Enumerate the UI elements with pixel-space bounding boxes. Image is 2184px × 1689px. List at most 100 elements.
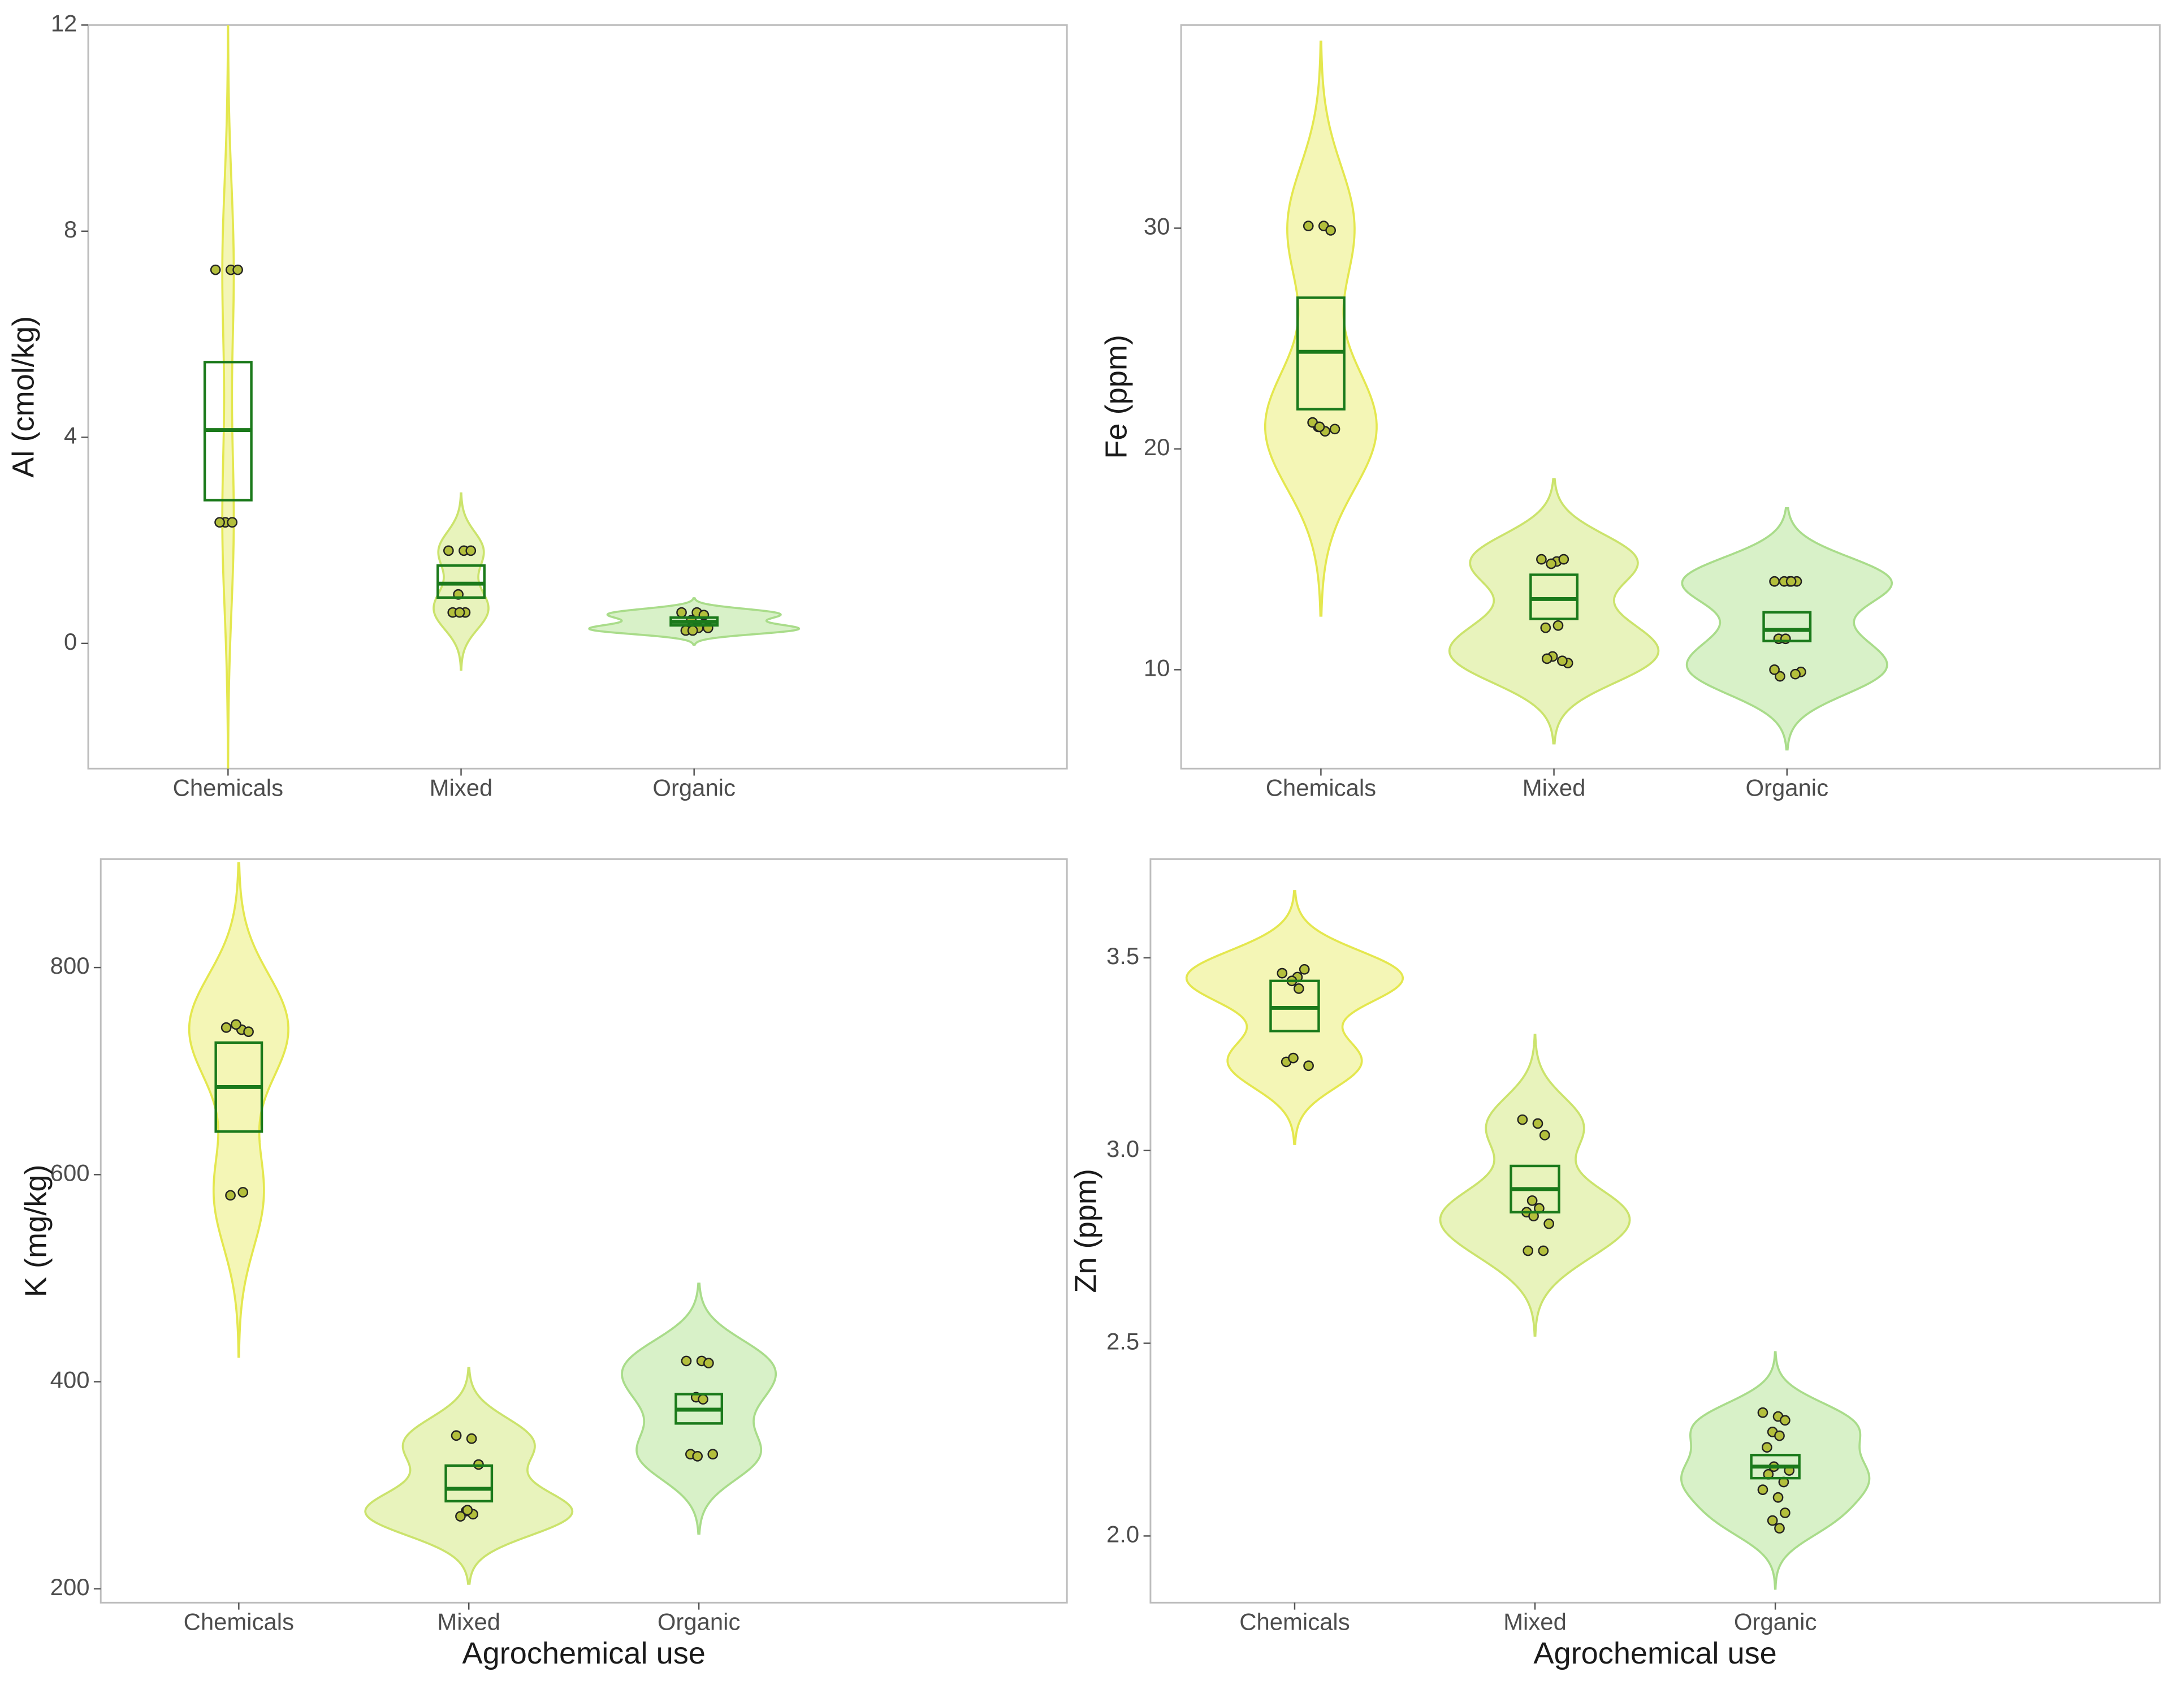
y-tick-label: 0: [64, 628, 77, 655]
data-point: [681, 1355, 692, 1367]
data-point: [707, 1449, 719, 1460]
y-tick-label: 2.5: [1106, 1328, 1139, 1355]
x-tick-label: Mixed: [437, 1608, 500, 1635]
x-tick-label: Chemicals: [1266, 774, 1376, 801]
data-point: [1779, 1507, 1791, 1518]
y-tick-label: 20: [1144, 434, 1170, 460]
x-tick-label: Chemicals: [173, 774, 283, 801]
y-tick-label: 3.5: [1106, 943, 1139, 969]
y-tick-label: 600: [50, 1159, 90, 1186]
data-point: [1532, 1118, 1543, 1129]
panel: 200 400 600 800 Chemicals Mixed Organic K (mg/k…: [19, 858, 1068, 1670]
data-point: [210, 264, 221, 275]
data-point: [703, 1358, 714, 1368]
data-point: [1558, 554, 1569, 565]
data-point: [1517, 1114, 1528, 1125]
y-tick-label: 200: [50, 1574, 90, 1600]
y-tick-label: 30: [1144, 213, 1170, 240]
data-point: [451, 1430, 462, 1441]
error-box: [1529, 573, 1579, 620]
data-point: [1538, 1245, 1549, 1256]
data-point: [237, 1187, 249, 1198]
x-tick-label: Organic: [652, 774, 736, 801]
data-point: [243, 1026, 254, 1037]
data-point: [1523, 1245, 1534, 1256]
violin: [1439, 1034, 1631, 1337]
x-tick-label: Organic: [658, 1608, 741, 1635]
panel: 10 20 30 Chemicals Mixed Organic Fe (ppm): [1100, 24, 2161, 801]
data-point: [454, 607, 465, 618]
data-point: [214, 517, 225, 528]
data-point: [1546, 558, 1557, 569]
y-tick-label: 8: [64, 216, 77, 243]
data-point: [1761, 1442, 1772, 1453]
y-axis-title: K (mg/kg): [19, 1164, 53, 1297]
data-point: [1526, 1195, 1538, 1206]
data-point: [466, 1433, 477, 1444]
y-tick-label: 400: [50, 1367, 90, 1393]
data-point: [1277, 967, 1288, 979]
data-point: [1303, 1060, 1314, 1072]
data-point: [1757, 1484, 1768, 1495]
data-point: [1325, 225, 1336, 236]
data-point: [1543, 1218, 1555, 1229]
error-box: [436, 564, 486, 599]
x-tick-label: Mixed: [1523, 774, 1586, 801]
data-point: [1779, 1415, 1791, 1426]
y-tick-label: 2.0: [1106, 1520, 1139, 1547]
data-point: [1790, 668, 1801, 680]
data-point: [1774, 1430, 1785, 1441]
data-point: [1556, 655, 1568, 667]
data-point: [225, 1190, 236, 1201]
data-point: [455, 1511, 466, 1522]
violin: [1185, 890, 1404, 1145]
data-point: [1329, 424, 1340, 435]
violin: [433, 492, 490, 671]
y-axis-title: Zn (ppm): [1069, 1169, 1102, 1293]
y-tick-label: 3.0: [1106, 1135, 1139, 1162]
data-point: [1536, 554, 1547, 565]
data-point: [1785, 576, 1797, 587]
data-point: [676, 607, 687, 618]
x-tick-label: Organic: [1734, 1608, 1817, 1635]
y-tick-label: 4: [64, 422, 77, 448]
data-point: [443, 545, 454, 556]
data-point: [1769, 576, 1780, 587]
data-point: [465, 545, 477, 556]
data-point: [1303, 221, 1314, 231]
x-axis-title: Agrochemical use: [1533, 1636, 1776, 1670]
violin: [188, 862, 289, 1358]
error-box: [1762, 611, 1812, 642]
data-point: [1293, 983, 1304, 994]
data-point: [1757, 1407, 1768, 1418]
data-point: [1552, 620, 1564, 631]
y-axis-title: Al (cmol/kg): [7, 316, 41, 478]
x-tick-label: Chemicals: [1239, 1608, 1350, 1635]
data-point: [1775, 671, 1785, 682]
data-point: [687, 625, 698, 636]
data-point: [227, 517, 238, 528]
violin: [1264, 40, 1378, 617]
data-point: [1541, 653, 1552, 664]
data-point: [1288, 1052, 1299, 1064]
data-point: [232, 264, 243, 275]
y-tick-label: 12: [51, 10, 77, 36]
data-point: [1769, 664, 1780, 675]
y-tick-label: 10: [1144, 654, 1170, 681]
data-point: [1540, 622, 1551, 633]
panel: 0 4 8 12 Chemicals Mixed Organic Al (cmol/kg): [7, 10, 1068, 801]
x-tick-label: Mixed: [430, 774, 493, 801]
data-point: [1774, 1523, 1785, 1534]
data-point: [1314, 421, 1325, 433]
data-point: [1772, 1492, 1784, 1503]
data-point: [462, 1505, 473, 1515]
x-axis-title: Agrochemical use: [462, 1636, 705, 1670]
data-point: [1299, 964, 1310, 975]
error-box: [444, 1464, 494, 1503]
x-tick-label: Chemicals: [184, 1608, 294, 1635]
violin: [1448, 478, 1660, 745]
data-point: [692, 1451, 703, 1462]
data-point: [220, 1022, 232, 1033]
